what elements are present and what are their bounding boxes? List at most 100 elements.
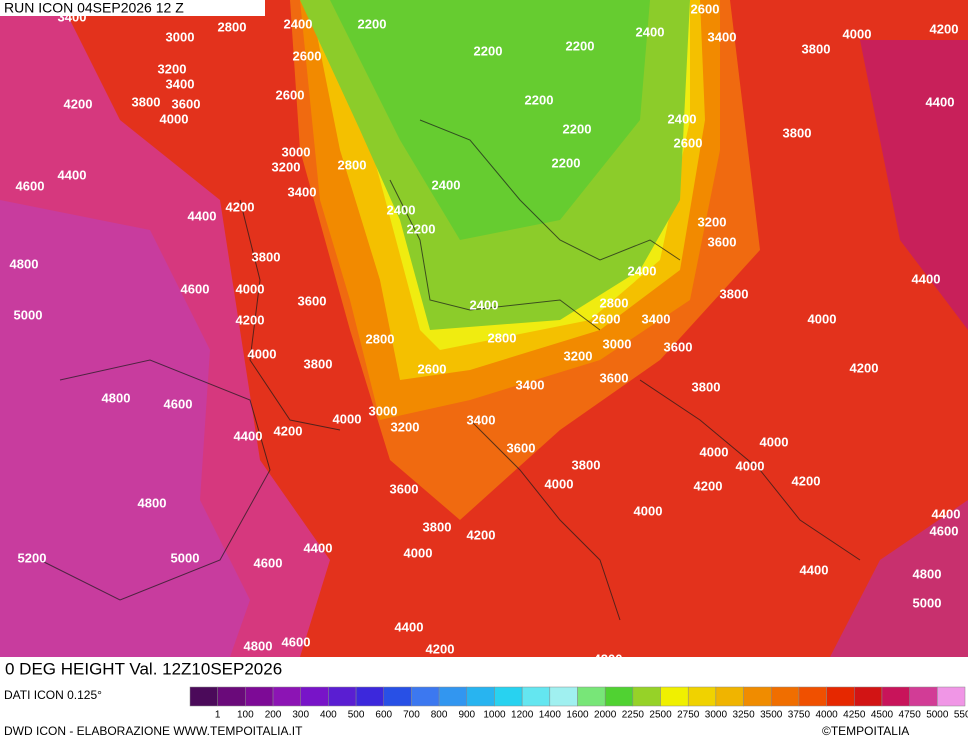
contour-label: 5000 — [913, 595, 942, 610]
contour-label: 3000 — [369, 403, 398, 418]
contour-label: 4000 — [160, 111, 189, 126]
contour-label: 3000 — [166, 29, 195, 44]
contour-label: 3200 — [391, 419, 420, 434]
contour-label: 4800 — [244, 638, 273, 653]
contour-label: 2200 — [552, 155, 581, 170]
contour-label: 3800 — [720, 286, 749, 301]
colorbar-label: 1600 — [566, 710, 589, 721]
colorbar-label: 2500 — [649, 710, 672, 721]
contour-label: 4000 — [634, 503, 663, 518]
contour-label: 4600 — [164, 396, 193, 411]
contour-label: 2400 — [668, 111, 697, 126]
contour-label: 3600 — [664, 339, 693, 354]
colorbar-swatch — [438, 686, 468, 707]
map-background — [0, 0, 968, 657]
contour-label: 4200 — [226, 199, 255, 214]
colorbar-label: 2000 — [594, 710, 617, 721]
colorbar-label: 3000 — [705, 710, 728, 721]
colorbar-label: 4750 — [899, 710, 922, 721]
colorbar-label: 5500 — [954, 710, 968, 721]
contour-label: 2800 — [218, 19, 247, 34]
colorbar-swatch — [937, 686, 966, 707]
contour-label: 4000 — [700, 444, 729, 459]
colorbar-swatch — [632, 686, 661, 707]
contour-label: 3800 — [252, 249, 281, 264]
data-source: DATI ICON 0.125° — [4, 688, 102, 702]
contour-label: 4200 — [792, 473, 821, 488]
colorbar-label: 4250 — [843, 710, 866, 721]
contour-label: 4200 — [426, 641, 455, 656]
contour-label: 2400 — [387, 202, 416, 217]
colorbar-swatch — [826, 686, 855, 707]
contour-label: 4000 — [248, 346, 277, 361]
colorbar-swatch — [660, 686, 689, 707]
contour-label: 3200 — [564, 348, 593, 363]
contour-label: 4400 — [188, 208, 217, 223]
contour-labels: 3400 2800 2400 2200 2600 4000 4200 3000 2600 2200… — [10, 1, 961, 674]
contour-label: 2400 — [636, 24, 665, 39]
credit: DWD ICON - ELABORAZIONE WWW.TEMPOITALIA.… — [4, 724, 303, 738]
contour-label: 4000 — [760, 434, 789, 449]
contour-label: 2800 — [338, 157, 367, 172]
contour-label: 3800 — [572, 457, 601, 472]
contour-label: 2400 — [284, 16, 313, 31]
contour-label: 4000 — [843, 26, 872, 41]
colorbar-label: 2250 — [622, 710, 645, 721]
run-label: RUN ICON 04SEP2026 12 Z — [4, 0, 184, 16]
contour-label: 2800 — [366, 331, 395, 346]
contour-label: 4400 — [912, 271, 941, 286]
contour-label: 4800 — [10, 256, 39, 271]
contour-label: 3800 — [783, 125, 812, 140]
contour-label: 2200 — [407, 221, 436, 236]
contour-label: 4000 — [236, 281, 265, 296]
contour-label: 3600 — [600, 370, 629, 385]
contour-label: 3400 — [516, 377, 545, 392]
contour-label: 4400 — [234, 428, 263, 443]
colorbar-swatch — [715, 686, 744, 707]
contour-label: 3600 — [172, 96, 201, 111]
colorbar-swatch — [466, 686, 495, 707]
colorbar-swatch — [743, 686, 772, 707]
contour-label: 4200 — [850, 360, 879, 375]
contour-label: 3400 — [288, 184, 317, 199]
colorbar-label: 1400 — [539, 710, 562, 721]
contour-label: 4000 — [545, 476, 574, 491]
contour-label: 4800 — [913, 566, 942, 581]
contour-label: 3200 — [272, 159, 301, 174]
contour-label: 2600 — [276, 87, 305, 102]
contour-label: 4200 — [930, 21, 959, 36]
colorbar-label: 3500 — [760, 710, 783, 721]
contour-label: 3600 — [708, 234, 737, 249]
contour-label: 2600 — [592, 311, 621, 326]
colorbar-label: 3750 — [788, 710, 811, 721]
contour-label: 4000 — [736, 458, 765, 473]
contour-label: 2800 — [488, 330, 517, 345]
colorbar-label: 900 — [458, 710, 475, 721]
contour-label: 4200 — [694, 478, 723, 493]
colorbar-swatch — [521, 686, 551, 707]
colorbar-swatch — [245, 686, 274, 707]
colorbar-swatch — [604, 686, 634, 707]
contour-label: 3600 — [390, 481, 419, 496]
contour-label: 2600 — [418, 361, 447, 376]
colorbar-swatch — [798, 686, 827, 707]
colorbar-swatch — [909, 686, 938, 707]
contour-label: 2200 — [563, 121, 592, 136]
contour-label: 4400 — [395, 619, 424, 634]
colorbar-swatch — [577, 686, 606, 707]
contour-label: 4400 — [58, 167, 87, 182]
contour-label: 4200 — [274, 423, 303, 438]
contour-label: 4200 — [467, 527, 496, 542]
colorbar-swatch — [272, 686, 301, 707]
contour-label: 3000 — [603, 336, 632, 351]
contour-label: 5200 — [18, 550, 47, 565]
colorbar-label: 300 — [292, 710, 309, 721]
contour-label: 2600 — [691, 1, 720, 16]
contour-label: 2600 — [293, 48, 322, 63]
contour-label: 4600 — [746, 659, 775, 674]
contour-label: 3800 — [132, 94, 161, 109]
contour-label: 2200 — [474, 43, 503, 58]
contour-label: 4000 — [404, 545, 433, 560]
contour-label: 3400 — [467, 412, 496, 427]
contour-label: 4600 — [930, 523, 959, 538]
